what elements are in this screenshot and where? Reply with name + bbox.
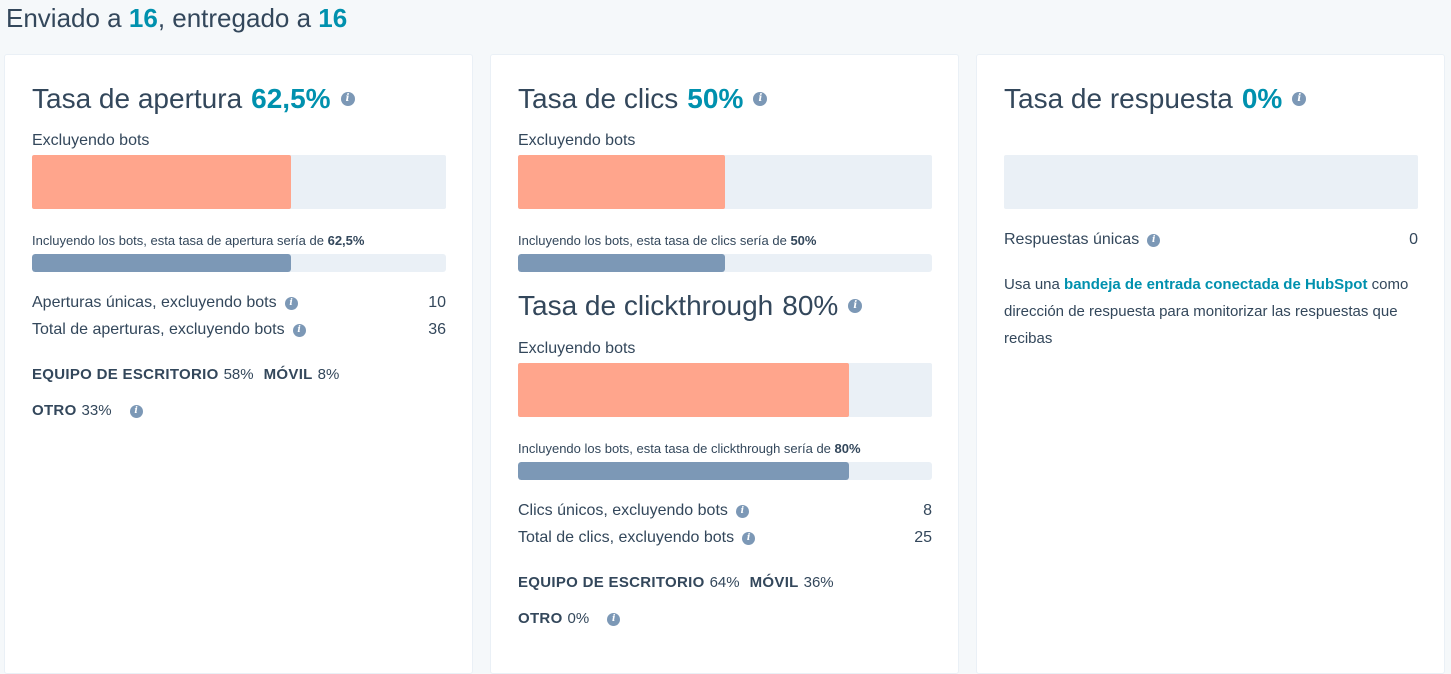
sent-prefix: Enviado a: [6, 3, 122, 33]
info-icon[interactable]: i: [607, 612, 621, 626]
stat-value: 25: [914, 529, 932, 546]
device-desktop-value: 58%: [223, 366, 254, 383]
device-other-label: OTRO: [32, 402, 77, 419]
clickthrough-incl-prefix: Incluyendo los bots, esta tasa de clickt…: [518, 441, 831, 456]
stat-row-total-clicks: Total de clics, excluyendo bots i 25: [518, 528, 932, 548]
click-rate-title-text: Tasa de clics: [518, 83, 679, 114]
click-rate-value: 50%: [687, 83, 744, 114]
device-desktop-label: EQUIPO DE ESCRITORIO: [32, 366, 219, 383]
clickthrough-incl-bar: [518, 462, 932, 480]
stat-label: Total de aperturas, excluyendo bots: [32, 321, 285, 338]
info-icon[interactable]: i: [742, 531, 756, 545]
open-incl-value: 62,5%: [327, 233, 365, 248]
open-incl-label: Incluyendo los bots, esta tasa de apertu…: [32, 232, 364, 250]
device-mobile-label: MÓVIL: [749, 574, 799, 591]
info-icon[interactable]: i: [129, 404, 143, 418]
open-rate-title-text: Tasa de apertura: [32, 83, 243, 114]
open-rate-value: 62,5%: [251, 83, 331, 114]
clickthrough-excl-bar: [518, 363, 932, 417]
click-incl-prefix: Incluyendo los bots, esta tasa de clics …: [518, 233, 787, 248]
click-rate-title: Tasa de clics 50% i: [518, 82, 768, 116]
info-icon[interactable]: i: [735, 504, 749, 518]
info-icon[interactable]: i: [1292, 92, 1307, 106]
info-icon[interactable]: i: [848, 299, 863, 313]
reply-rate-title: Tasa de respuesta 0% i: [1004, 82, 1307, 116]
open-rate-title: Tasa de apertura 62,5% i: [32, 82, 355, 116]
info-icon[interactable]: i: [1147, 233, 1161, 247]
connected-inbox-link[interactable]: bandeja de entrada conectada de HubSpot: [1064, 276, 1368, 293]
reply-text-before: Usa una: [1004, 276, 1065, 293]
reply-rate-title-text: Tasa de respuesta: [1004, 83, 1233, 114]
stat-value: 0: [1409, 231, 1418, 248]
open-device-row-2: OTRO 33% i: [32, 401, 143, 421]
click-device-row-1: EQUIPO DE ESCRITORIO 64% MÓVIL 36%: [518, 573, 844, 593]
open-incl-prefix: Incluyendo los bots, esta tasa de apertu…: [32, 233, 324, 248]
device-desktop-value: 64%: [709, 574, 740, 591]
stat-value: 10: [428, 294, 446, 311]
info-icon[interactable]: i: [284, 296, 298, 310]
stat-value: 8: [923, 502, 932, 519]
page-header: Enviado a 16, entregado a 16: [6, 2, 347, 34]
open-excl-bar-fill: [32, 155, 291, 209]
device-mobile-label: MÓVIL: [263, 366, 313, 383]
click-incl-label: Incluyendo los bots, esta tasa de clics …: [518, 232, 816, 250]
device-mobile-value: 36%: [803, 574, 834, 591]
click-incl-bar: [518, 254, 932, 272]
device-other-value: 33%: [81, 402, 112, 419]
sent-count: 16: [128, 3, 158, 33]
stat-row-total-opens: Total de aperturas, excluyendo bots i 36: [32, 320, 446, 340]
stat-label: Clics únicos, excluyendo bots: [518, 502, 728, 519]
open-rate-card: Tasa de apertura 62,5% i Excluyendo bots…: [4, 54, 473, 674]
device-mobile-value: 8%: [317, 366, 340, 383]
stat-row-unique-replies: Respuestas únicas i 0: [1004, 230, 1418, 250]
reply-rate-card: Tasa de respuesta 0% i Respuestas únicas…: [976, 54, 1445, 674]
device-other-value: 0%: [567, 610, 590, 627]
stat-value: 36: [428, 321, 446, 338]
click-device-row-2: OTRO 0% i: [518, 609, 621, 629]
clickthrough-incl-bar-fill: [518, 462, 850, 480]
device-desktop-label: EQUIPO DE ESCRITORIO: [518, 574, 705, 591]
clickthrough-title-text: Tasa de clickthrough: [518, 290, 774, 321]
stat-label: Respuestas únicas: [1004, 231, 1140, 248]
clickthrough-rate-value: 80%: [782, 290, 839, 321]
clickthrough-excl-bar-fill: [518, 363, 850, 417]
info-icon[interactable]: i: [753, 92, 768, 106]
reply-help-text: Usa una bandeja de entrada conectada de …: [1004, 271, 1424, 352]
delivered-prefix: , entregado a: [157, 3, 312, 33]
click-excl-label: Excluyendo bots: [518, 132, 636, 149]
click-excl-bar: [518, 155, 932, 209]
clickthrough-excl-label: Excluyendo bots: [518, 340, 636, 357]
clickthrough-incl-value: 80%: [834, 441, 861, 456]
stat-label: Total de clics, excluyendo bots: [518, 529, 735, 546]
stat-label: Aperturas únicas, excluyendo bots: [32, 294, 277, 311]
stat-row-unique-opens: Aperturas únicas, excluyendo bots i 10: [32, 293, 446, 313]
reply-text-after: como dirección de respuesta para monitor…: [1004, 276, 1409, 347]
clickthrough-incl-label: Incluyendo los bots, esta tasa de clickt…: [518, 440, 861, 458]
open-device-row-1: EQUIPO DE ESCRITORIO 58% MÓVIL 8%: [32, 365, 349, 385]
info-icon[interactable]: i: [340, 92, 355, 106]
reply-bar: [1004, 155, 1418, 209]
info-icon[interactable]: i: [292, 323, 306, 337]
click-incl-bar-fill: [518, 254, 725, 272]
device-other-label: OTRO: [518, 610, 563, 627]
delivered-count: 16: [318, 3, 348, 33]
open-incl-bar: [32, 254, 446, 272]
click-excl-bar-fill: [518, 155, 725, 209]
open-excl-label: Excluyendo bots: [32, 132, 150, 149]
click-incl-value: 50%: [790, 233, 817, 248]
stat-row-unique-clicks: Clics únicos, excluyendo bots i 8: [518, 501, 932, 521]
reply-rate-value: 0%: [1241, 83, 1283, 114]
click-rate-card: Tasa de clics 50% i Excluyendo bots Incl…: [490, 54, 959, 674]
open-incl-bar-fill: [32, 254, 291, 272]
clickthrough-rate-title: Tasa de clickthrough 80% i: [518, 289, 863, 323]
open-excl-bar: [32, 155, 446, 209]
